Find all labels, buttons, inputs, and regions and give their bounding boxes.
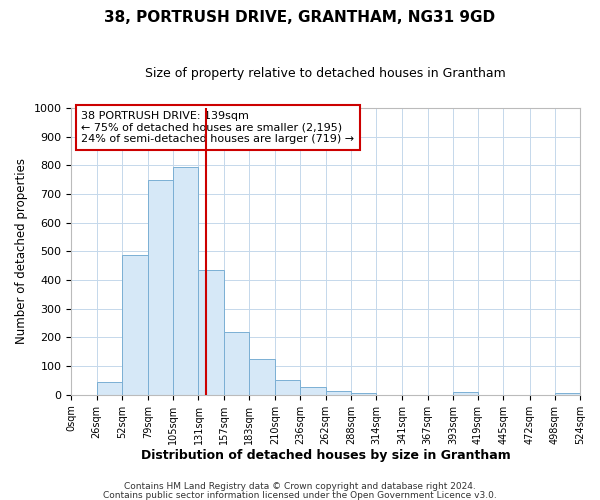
Bar	[199, 270, 224, 395]
Bar	[148, 180, 173, 395]
Bar	[326, 390, 351, 395]
Bar	[173, 168, 199, 395]
Bar	[555, 392, 580, 395]
Bar	[122, 255, 148, 395]
Bar	[97, 382, 122, 395]
Text: 38, PORTRUSH DRIVE, GRANTHAM, NG31 9GD: 38, PORTRUSH DRIVE, GRANTHAM, NG31 9GD	[104, 10, 496, 25]
Text: Contains HM Land Registry data © Crown copyright and database right 2024.: Contains HM Land Registry data © Crown c…	[124, 482, 476, 491]
Y-axis label: Number of detached properties: Number of detached properties	[15, 158, 28, 344]
Bar	[224, 332, 249, 395]
Bar	[453, 392, 478, 395]
X-axis label: Distribution of detached houses by size in Grantham: Distribution of detached houses by size …	[141, 450, 511, 462]
Text: 38 PORTRUSH DRIVE: 139sqm
← 75% of detached houses are smaller (2,195)
24% of se: 38 PORTRUSH DRIVE: 139sqm ← 75% of detac…	[82, 111, 355, 144]
Bar	[275, 380, 301, 395]
Bar	[301, 387, 326, 395]
Title: Size of property relative to detached houses in Grantham: Size of property relative to detached ho…	[145, 68, 506, 80]
Text: Contains public sector information licensed under the Open Government Licence v3: Contains public sector information licen…	[103, 491, 497, 500]
Bar	[351, 393, 376, 395]
Bar	[249, 358, 275, 395]
